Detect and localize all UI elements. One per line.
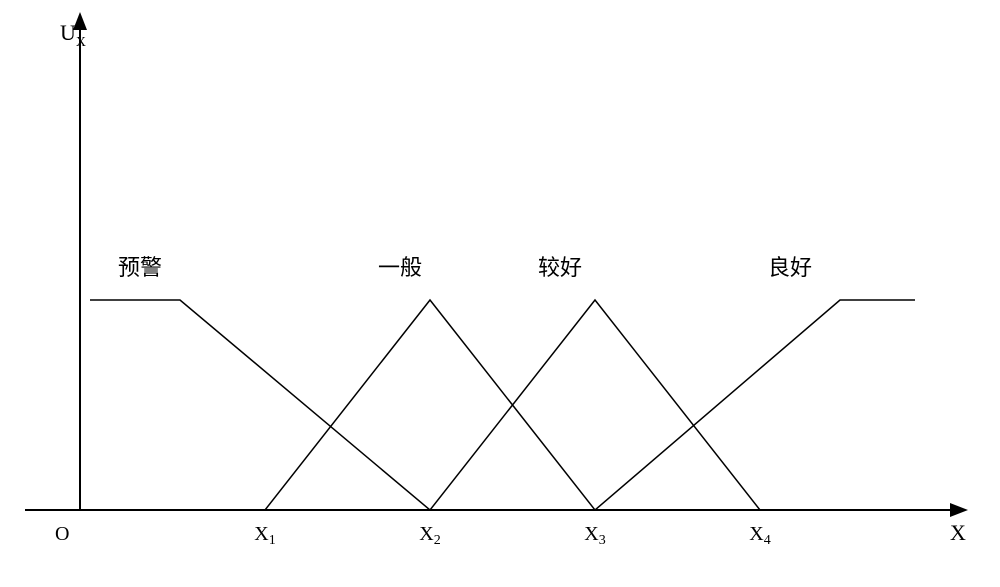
curve-better [430, 300, 760, 510]
x-tick-3-main: X [749, 523, 764, 545]
curve-average [265, 300, 595, 510]
x-tick-2: X3 [584, 523, 605, 548]
x-tick-1-sub: 2 [434, 533, 441, 548]
category-label-0: 预警 [118, 255, 162, 280]
membership-diagram: UX X O 预警 一般 较好 良好 X1 X2 X3 X4 [0, 0, 1000, 587]
x-tick-1-main: X [419, 523, 434, 545]
x-tick-0: X1 [254, 523, 275, 548]
y-axis-label-sub: X [76, 35, 86, 50]
x-tick-0-main: X [254, 523, 269, 545]
y-axis-label-main: U [60, 20, 76, 45]
origin-label: O [55, 523, 69, 545]
x-tick-1: X2 [419, 523, 440, 548]
x-tick-0-sub: 1 [269, 533, 276, 548]
x-axis-label: X [950, 520, 966, 545]
curve-good [595, 300, 915, 510]
category-label-1: 一般 [378, 255, 422, 280]
curve-warning [90, 300, 430, 510]
x-axis-arrow [950, 503, 968, 517]
x-tick-2-main: X [584, 523, 599, 545]
x-tick-2-sub: 3 [599, 533, 606, 548]
category-label-3: 良好 [768, 255, 812, 280]
x-tick-3: X4 [749, 523, 770, 548]
category-label-2: 较好 [538, 255, 582, 280]
x-tick-3-sub: 4 [764, 533, 771, 548]
